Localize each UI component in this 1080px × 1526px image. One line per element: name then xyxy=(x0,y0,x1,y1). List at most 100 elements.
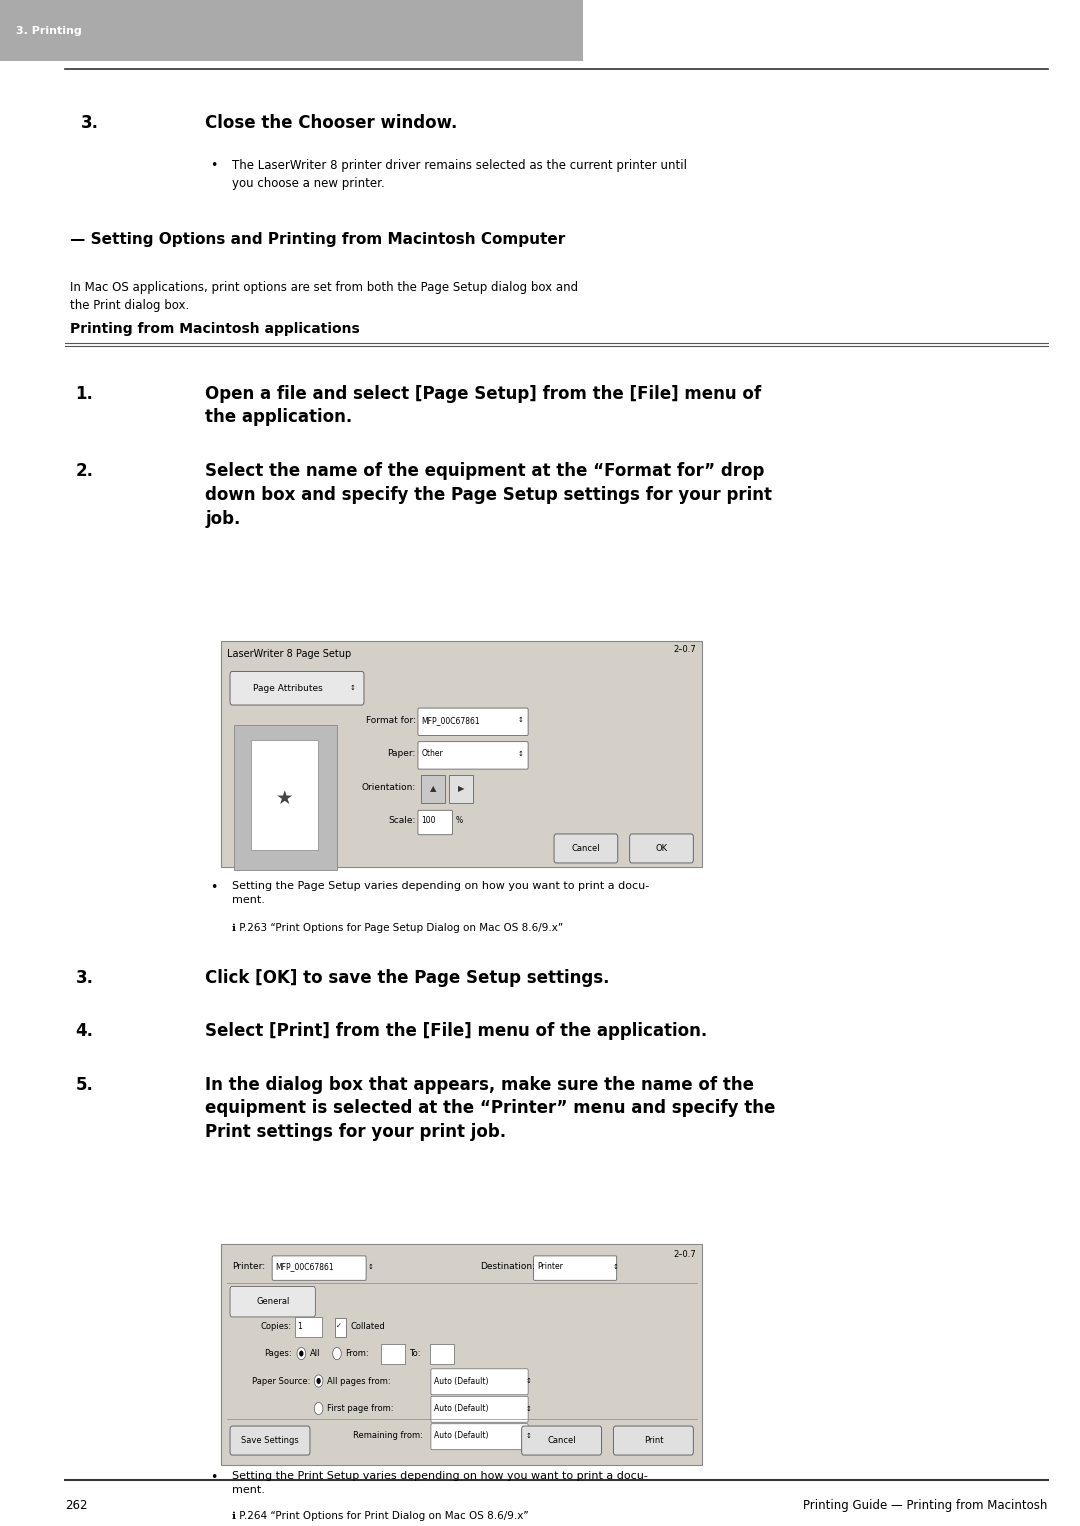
Text: Auto (Default): Auto (Default) xyxy=(434,1404,488,1413)
Text: ✓: ✓ xyxy=(336,1323,341,1329)
Text: ★: ★ xyxy=(275,789,293,807)
Bar xyxy=(234,725,337,870)
Bar xyxy=(449,775,473,803)
Text: Page Attributes: Page Attributes xyxy=(254,684,323,693)
Text: Auto (Default): Auto (Default) xyxy=(434,1376,488,1386)
Text: MFP_00C67861: MFP_00C67861 xyxy=(421,716,480,725)
FancyBboxPatch shape xyxy=(554,835,618,864)
Text: 1: 1 xyxy=(297,1322,301,1331)
Text: Close the Chooser window.: Close the Chooser window. xyxy=(205,114,458,133)
Text: ℹ P.264 “Print Options for Print Dialog on Mac OS 8.6/9.x”: ℹ P.264 “Print Options for Print Dialog … xyxy=(232,1511,529,1521)
Text: 262: 262 xyxy=(65,1499,87,1512)
Circle shape xyxy=(333,1347,341,1360)
Text: Paper Source:: Paper Source: xyxy=(252,1376,310,1386)
FancyBboxPatch shape xyxy=(431,1396,528,1422)
Text: Other: Other xyxy=(421,749,443,758)
Text: In the dialog box that appears, make sure the name of the
equipment is selected : In the dialog box that appears, make sur… xyxy=(205,1076,775,1141)
Text: Copies:: Copies: xyxy=(260,1322,292,1331)
Text: LaserWriter 8 Page Setup: LaserWriter 8 Page Setup xyxy=(227,649,351,659)
Text: First page from:: First page from: xyxy=(327,1404,394,1413)
FancyBboxPatch shape xyxy=(418,708,528,736)
FancyBboxPatch shape xyxy=(418,742,528,769)
Text: 3. Printing: 3. Printing xyxy=(16,26,82,35)
Bar xyxy=(335,1318,346,1337)
Text: 4.: 4. xyxy=(76,1022,94,1041)
Text: 100: 100 xyxy=(421,816,435,826)
Bar xyxy=(221,641,702,867)
Text: General: General xyxy=(257,1297,289,1306)
Text: •: • xyxy=(211,1471,218,1485)
FancyBboxPatch shape xyxy=(431,1369,528,1395)
Text: Save Settings: Save Settings xyxy=(241,1436,299,1445)
Text: •: • xyxy=(211,159,218,172)
Text: Collated: Collated xyxy=(351,1322,386,1331)
Text: Printer:: Printer: xyxy=(232,1262,266,1271)
Text: 2.: 2. xyxy=(76,462,94,481)
FancyBboxPatch shape xyxy=(522,1425,602,1456)
Text: Cancel: Cancel xyxy=(571,844,600,853)
Text: The LaserWriter 8 printer driver remains selected as the current printer until
y: The LaserWriter 8 printer driver remains… xyxy=(232,159,687,189)
Text: ↕: ↕ xyxy=(350,685,355,691)
Text: Setting the Print Setup varies depending on how you want to print a docu-
ment.: Setting the Print Setup varies depending… xyxy=(232,1471,648,1495)
Text: ↕: ↕ xyxy=(526,1378,531,1384)
Text: ▲: ▲ xyxy=(430,784,436,794)
Text: 2–0.7: 2–0.7 xyxy=(674,645,697,655)
Bar xyxy=(421,775,445,803)
FancyBboxPatch shape xyxy=(534,1256,617,1280)
Text: Remaining from:: Remaining from: xyxy=(353,1431,423,1441)
Text: Pages:: Pages: xyxy=(264,1349,292,1358)
FancyBboxPatch shape xyxy=(230,1286,315,1317)
Text: Click [OK] to save the Page Setup settings.: Click [OK] to save the Page Setup settin… xyxy=(205,969,610,987)
Text: Printing Guide — Printing from Macintosh: Printing Guide — Printing from Macintosh xyxy=(804,1499,1048,1512)
Circle shape xyxy=(299,1351,303,1357)
Text: MFP_00C67861: MFP_00C67861 xyxy=(275,1262,334,1271)
Text: Select [Print] from the [File] menu of the application.: Select [Print] from the [File] menu of t… xyxy=(205,1022,707,1041)
Text: 5.: 5. xyxy=(76,1076,94,1094)
Text: 2–0.7: 2–0.7 xyxy=(674,1250,697,1259)
Text: 3.: 3. xyxy=(76,969,94,987)
Text: Open a file and select [Page Setup] from the [File] menu of
the application.: Open a file and select [Page Setup] from… xyxy=(205,385,761,426)
FancyBboxPatch shape xyxy=(418,810,453,835)
Text: To:: To: xyxy=(409,1349,421,1358)
Text: All pages from:: All pages from: xyxy=(327,1376,391,1386)
Text: Scale:: Scale: xyxy=(389,816,416,826)
Text: ↕: ↕ xyxy=(612,1264,618,1270)
FancyBboxPatch shape xyxy=(613,1425,693,1456)
Text: ↕: ↕ xyxy=(367,1264,373,1270)
Text: OK: OK xyxy=(656,844,667,853)
Bar xyxy=(0,0,583,61)
Circle shape xyxy=(297,1347,306,1360)
Circle shape xyxy=(316,1378,321,1384)
Text: From:: From: xyxy=(346,1349,369,1358)
Text: ↕: ↕ xyxy=(526,1405,531,1412)
Text: Destination:: Destination: xyxy=(481,1262,536,1271)
Text: In Mac OS applications, print options are set from both the Page Setup dialog bo: In Mac OS applications, print options ar… xyxy=(70,281,578,311)
Bar xyxy=(251,740,318,850)
FancyBboxPatch shape xyxy=(230,1425,310,1456)
Text: ▶: ▶ xyxy=(458,784,464,794)
FancyBboxPatch shape xyxy=(431,1424,528,1450)
FancyBboxPatch shape xyxy=(272,1256,366,1280)
FancyBboxPatch shape xyxy=(630,835,693,864)
Text: Select the name of the equipment at the “Format for” drop
down box and specify t: Select the name of the equipment at the … xyxy=(205,462,772,528)
Bar xyxy=(381,1344,405,1364)
Circle shape xyxy=(314,1402,323,1415)
Text: Orientation:: Orientation: xyxy=(362,783,416,792)
Text: Setting the Page Setup varies depending on how you want to print a docu-
ment.: Setting the Page Setup varies depending … xyxy=(232,881,649,905)
Text: 3.: 3. xyxy=(81,114,99,133)
FancyBboxPatch shape xyxy=(230,671,364,705)
Bar xyxy=(295,1317,322,1337)
Text: ℹ P.263 “Print Options for Page Setup Dialog on Mac OS 8.6/9.x”: ℹ P.263 “Print Options for Page Setup Di… xyxy=(232,923,564,934)
Text: ↕: ↕ xyxy=(518,717,524,723)
Text: Cancel: Cancel xyxy=(548,1436,576,1445)
Text: Printing from Macintosh applications: Printing from Macintosh applications xyxy=(70,322,360,336)
Text: Printer: Printer xyxy=(537,1262,563,1271)
Circle shape xyxy=(314,1375,323,1387)
Text: — Setting Options and Printing from Macintosh Computer: — Setting Options and Printing from Maci… xyxy=(70,232,566,247)
Text: Print: Print xyxy=(644,1436,663,1445)
Bar xyxy=(221,1244,702,1465)
Text: 1.: 1. xyxy=(76,385,94,403)
Text: ↕: ↕ xyxy=(518,751,524,757)
Text: %: % xyxy=(456,816,463,826)
Text: Auto (Default): Auto (Default) xyxy=(434,1431,488,1441)
